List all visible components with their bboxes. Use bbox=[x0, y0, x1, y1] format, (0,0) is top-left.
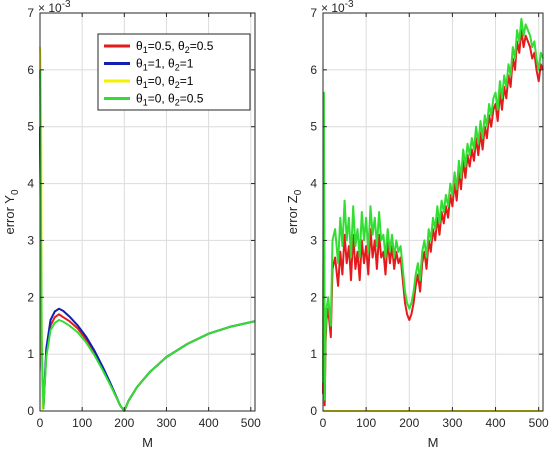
y-tick-label: 0 bbox=[310, 404, 317, 418]
legend-entry-label: θ1=0.5, θ2=0.5 bbox=[136, 39, 214, 55]
y-label-main: error Z bbox=[285, 195, 300, 234]
series-line-3 bbox=[39, 69, 256, 412]
x-tick-label: 100 bbox=[72, 416, 92, 430]
y-tick-label: 5 bbox=[310, 120, 317, 134]
x-tick-label: 500 bbox=[529, 416, 549, 430]
series-line-1 bbox=[322, 17, 544, 401]
exponent-power: -3 bbox=[345, 0, 354, 10]
legend-entry-label: θ1=0, θ2=1 bbox=[136, 74, 194, 90]
series-line-0 bbox=[322, 29, 544, 407]
y-tick-label: 1 bbox=[310, 347, 317, 361]
y-tick-label: 6 bbox=[27, 63, 34, 77]
y-tick-label: 3 bbox=[27, 233, 34, 247]
y-tick-label: 1 bbox=[27, 347, 34, 361]
y-tick-label: 5 bbox=[27, 120, 34, 134]
y-tick-label: 3 bbox=[310, 233, 317, 247]
x-axis-label: M bbox=[428, 435, 439, 450]
y-axis-label: error Z0 bbox=[285, 189, 304, 234]
x-tick-label: 200 bbox=[114, 416, 134, 430]
y-exponent-label: × 10-3 bbox=[38, 0, 71, 15]
y-tick-label: 4 bbox=[27, 177, 34, 191]
y-exponent-label: × 10-3 bbox=[321, 0, 354, 15]
x-tick-label: 500 bbox=[241, 416, 261, 430]
axes-frame bbox=[39, 12, 256, 412]
y-label-sub: 0 bbox=[10, 189, 21, 195]
exponent-base: × 10 bbox=[38, 1, 62, 15]
axes-frame bbox=[322, 12, 544, 412]
y-tick-label: 7 bbox=[310, 6, 317, 20]
y-label-sub: 0 bbox=[293, 189, 304, 195]
y-tick-label: 6 bbox=[310, 63, 317, 77]
x-axis-label: M bbox=[142, 435, 153, 450]
x-tick-label: 400 bbox=[486, 416, 506, 430]
x-tick-label: 200 bbox=[399, 416, 419, 430]
x-tick-label: 100 bbox=[356, 416, 376, 430]
exponent-power: -3 bbox=[62, 0, 71, 10]
y-axis-label: error Y0 bbox=[2, 189, 21, 235]
exponent-base: × 10 bbox=[321, 1, 345, 15]
y-tick-label: 2 bbox=[310, 290, 317, 304]
x-tick-label: 300 bbox=[442, 416, 462, 430]
y-tick-label: 2 bbox=[27, 290, 34, 304]
x-tick-label: 400 bbox=[199, 416, 219, 430]
x-tick-label: 0 bbox=[320, 416, 327, 430]
x-tick-label: 0 bbox=[37, 416, 44, 430]
y-tick-label: 4 bbox=[310, 177, 317, 191]
x-tick-label: 300 bbox=[156, 416, 176, 430]
y-tick-label: 7 bbox=[27, 6, 34, 20]
y-label-main: error Y bbox=[2, 195, 17, 235]
legend-entry-label: θ1=1, θ2=1 bbox=[136, 57, 194, 73]
legend-entry-label: θ1=0, θ2=0.5 bbox=[136, 92, 204, 108]
y-tick-label: 0 bbox=[27, 404, 34, 418]
